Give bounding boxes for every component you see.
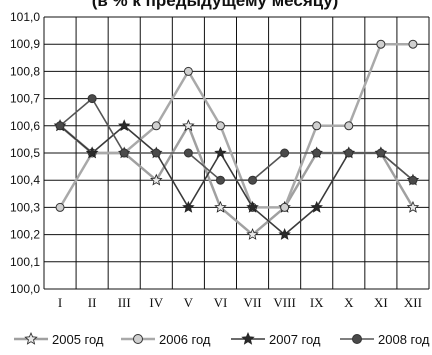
y-tick-label: 100,1 bbox=[10, 255, 40, 269]
data-point bbox=[85, 146, 99, 159]
data-point bbox=[376, 39, 386, 49]
series-line bbox=[59, 97, 414, 181]
x-tick-label: XII bbox=[404, 295, 422, 310]
x-tick-label: VII bbox=[244, 295, 262, 310]
x-tick-label: X bbox=[344, 295, 354, 310]
data-point bbox=[119, 148, 129, 158]
x-tick-label: IV bbox=[149, 295, 163, 310]
y-axis-ticks: 101,0 100,9 100,8 100,7 100,6 100,5 100,4 100,3… bbox=[10, 10, 40, 296]
chart-series bbox=[53, 39, 420, 240]
data-point bbox=[310, 200, 323, 213]
data-point bbox=[87, 94, 97, 104]
data-point bbox=[182, 119, 195, 132]
y-tick-label: 100,7 bbox=[10, 92, 40, 106]
legend-marker bbox=[24, 331, 38, 345]
legend-label: 2006 год bbox=[159, 332, 211, 347]
data-point bbox=[151, 148, 161, 158]
legend-label: 2007 год bbox=[269, 332, 321, 347]
data-point bbox=[248, 175, 258, 185]
data-point bbox=[55, 202, 65, 212]
data-point bbox=[406, 200, 420, 213]
y-tick-label: 101,0 bbox=[10, 10, 40, 24]
chart-legend: 2005 год 2006 год 2007 год 2008 год bbox=[14, 331, 430, 347]
data-point bbox=[280, 202, 290, 212]
data-point bbox=[183, 66, 193, 76]
y-tick-label: 100,0 bbox=[10, 282, 40, 296]
x-tick-label: V bbox=[184, 295, 194, 310]
data-point bbox=[408, 175, 418, 185]
legend-label: 2008 год bbox=[378, 332, 430, 347]
legend-marker bbox=[241, 331, 255, 345]
data-point bbox=[150, 173, 163, 186]
data-point bbox=[312, 148, 322, 158]
y-tick-label: 100,4 bbox=[10, 173, 40, 187]
data-point bbox=[344, 121, 354, 131]
x-axis-ticks: I II III IV V VI VII VIII IX X XI XII bbox=[58, 295, 422, 310]
y-tick-label: 100,8 bbox=[10, 64, 40, 78]
x-tick-label: VI bbox=[214, 295, 228, 310]
y-tick-label: 100,6 bbox=[10, 119, 40, 133]
x-tick-label: III bbox=[118, 295, 131, 310]
data-point bbox=[117, 119, 131, 132]
data-point bbox=[278, 228, 291, 240]
data-point bbox=[246, 200, 259, 213]
data-point bbox=[280, 148, 290, 158]
x-tick-label: II bbox=[88, 295, 97, 310]
data-point bbox=[182, 200, 195, 213]
data-point bbox=[151, 121, 161, 131]
y-tick-label: 100,3 bbox=[10, 200, 40, 214]
data-point bbox=[408, 39, 418, 49]
data-point bbox=[55, 121, 65, 131]
data-point bbox=[214, 146, 227, 159]
y-tick-label: 100,2 bbox=[10, 228, 40, 242]
data-point bbox=[312, 121, 322, 131]
data-point bbox=[344, 148, 354, 158]
legend-label: 2005 год bbox=[52, 332, 104, 347]
data-point bbox=[376, 148, 386, 158]
data-point bbox=[246, 228, 259, 240]
x-tick-label: VIII bbox=[273, 295, 295, 310]
x-tick-label: I bbox=[58, 295, 62, 310]
x-tick-label: IX bbox=[310, 295, 324, 310]
y-tick-label: 100,5 bbox=[10, 146, 40, 160]
y-tick-label: 100,9 bbox=[10, 37, 40, 51]
data-point bbox=[215, 175, 225, 185]
data-point bbox=[215, 121, 225, 131]
data-point bbox=[183, 148, 193, 158]
x-tick-label: XI bbox=[374, 295, 388, 310]
chart-title: (в % к предыдущему месяцу) bbox=[92, 0, 339, 10]
data-point bbox=[214, 200, 227, 213]
legend-marker bbox=[133, 334, 143, 344]
series-line bbox=[58, 42, 413, 209]
legend-marker bbox=[352, 334, 362, 344]
